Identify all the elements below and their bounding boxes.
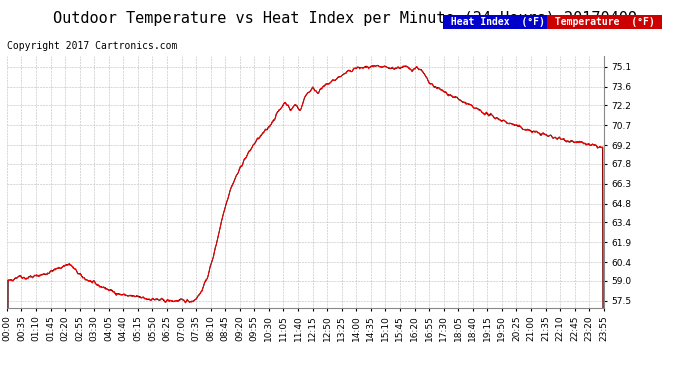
Text: Temperature  (°F): Temperature (°F): [549, 17, 660, 27]
Text: Heat Index  (°F): Heat Index (°F): [445, 17, 551, 27]
Text: Copyright 2017 Cartronics.com: Copyright 2017 Cartronics.com: [7, 41, 177, 51]
Text: Outdoor Temperature vs Heat Index per Minute (24 Hours) 20170409: Outdoor Temperature vs Heat Index per Mi…: [53, 11, 637, 26]
